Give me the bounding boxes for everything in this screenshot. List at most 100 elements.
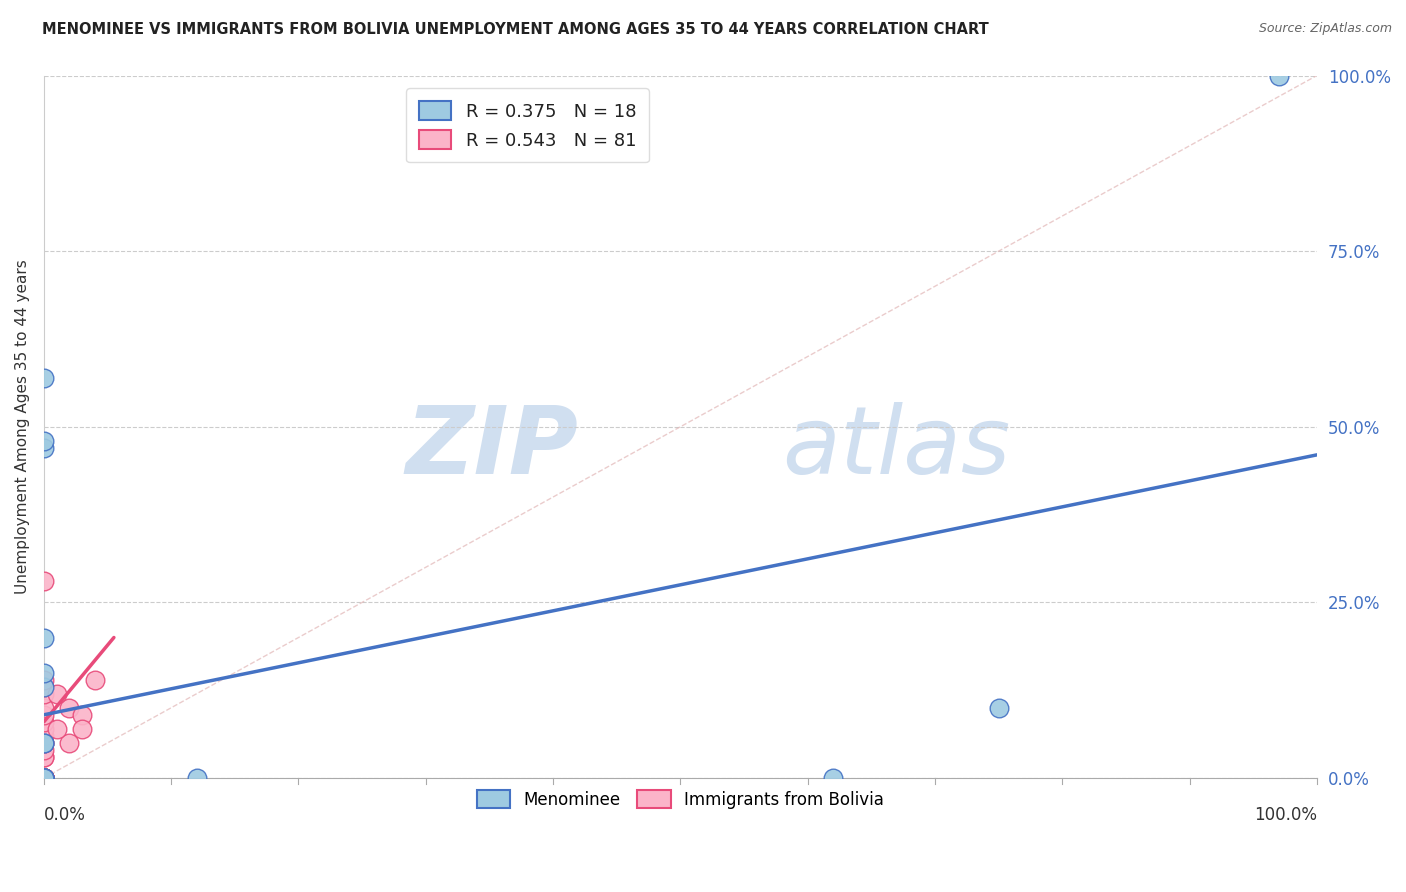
Point: [32, 729, 55, 743]
Point: [32, 771, 55, 785]
Point: [32, 771, 55, 785]
Point: [32, 771, 55, 785]
Point: [32, 771, 55, 785]
Point: [32, 771, 55, 785]
Point: [32, 673, 55, 687]
Point: [32, 771, 55, 785]
Text: Source: ZipAtlas.com: Source: ZipAtlas.com: [1258, 22, 1392, 36]
Point: [32, 771, 55, 785]
Point: [32, 771, 55, 785]
Point: [32, 743, 55, 757]
Point: [987, 700, 1010, 714]
Point: [32, 736, 55, 750]
Point: [32, 771, 55, 785]
Point: [32, 771, 55, 785]
Point: [32, 771, 55, 785]
Point: [32, 771, 55, 785]
Point: [32, 771, 55, 785]
Point: [32, 771, 55, 785]
Point: [32, 771, 55, 785]
Point: [32, 771, 55, 785]
Point: [32, 771, 55, 785]
Point: [32, 631, 55, 645]
Point: [32, 771, 55, 785]
Point: [32, 771, 55, 785]
Point: [32, 771, 55, 785]
Text: 100.0%: 100.0%: [1254, 806, 1317, 824]
Y-axis label: Unemployment Among Ages 35 to 44 years: Unemployment Among Ages 35 to 44 years: [15, 260, 30, 594]
Point: [186, 771, 208, 785]
Point: [32, 771, 55, 785]
Point: [58, 700, 80, 714]
Point: [32, 771, 55, 785]
Point: [32, 771, 55, 785]
Point: [32, 771, 55, 785]
Point: [32, 771, 55, 785]
Text: 0.0%: 0.0%: [44, 806, 86, 824]
Point: [32, 771, 55, 785]
Point: [32, 707, 55, 722]
Point: [32, 771, 55, 785]
Point: [32, 771, 55, 785]
Point: [32, 771, 55, 785]
Point: [32, 771, 55, 785]
Text: MENOMINEE VS IMMIGRANTS FROM BOLIVIA UNEMPLOYMENT AMONG AGES 35 TO 44 YEARS CORR: MENOMINEE VS IMMIGRANTS FROM BOLIVIA UNE…: [42, 22, 988, 37]
Point: [32, 771, 55, 785]
Point: [32, 771, 55, 785]
Point: [32, 771, 55, 785]
Point: [32, 771, 55, 785]
Point: [32, 665, 55, 680]
Point: [1267, 69, 1289, 83]
Point: [32, 771, 55, 785]
Point: [32, 771, 55, 785]
Point: [32, 750, 55, 764]
Point: [32, 722, 55, 736]
Point: [32, 771, 55, 785]
Point: [32, 771, 55, 785]
Point: [32, 771, 55, 785]
Point: [32, 771, 55, 785]
Point: [70, 707, 93, 722]
Point: [32, 736, 55, 750]
Point: [32, 771, 55, 785]
Point: [32, 771, 55, 785]
Point: [32, 771, 55, 785]
Point: [45, 687, 67, 701]
Point: [823, 771, 845, 785]
Point: [32, 771, 55, 785]
Point: [32, 771, 55, 785]
Point: [32, 771, 55, 785]
Point: [45, 722, 67, 736]
Point: [32, 771, 55, 785]
Point: [32, 714, 55, 729]
Point: [32, 771, 55, 785]
Point: [32, 771, 55, 785]
Point: [32, 771, 55, 785]
Point: [32, 434, 55, 448]
Point: [32, 771, 55, 785]
Point: [32, 680, 55, 694]
Point: [32, 700, 55, 714]
Point: [32, 771, 55, 785]
Point: [32, 736, 55, 750]
Text: atlas: atlas: [782, 402, 1011, 493]
Legend: Menominee, Immigrants from Bolivia: Menominee, Immigrants from Bolivia: [467, 780, 894, 819]
Point: [32, 771, 55, 785]
Point: [32, 680, 55, 694]
Point: [32, 771, 55, 785]
Point: [32, 771, 55, 785]
Point: [32, 771, 55, 785]
Point: [32, 771, 55, 785]
Point: [32, 574, 55, 589]
Point: [32, 771, 55, 785]
Point: [32, 441, 55, 455]
Point: [83, 673, 105, 687]
Point: [32, 771, 55, 785]
Point: [32, 750, 55, 764]
Point: [70, 722, 93, 736]
Point: [32, 771, 55, 785]
Point: [32, 370, 55, 384]
Point: [32, 771, 55, 785]
Point: [32, 771, 55, 785]
Point: [32, 736, 55, 750]
